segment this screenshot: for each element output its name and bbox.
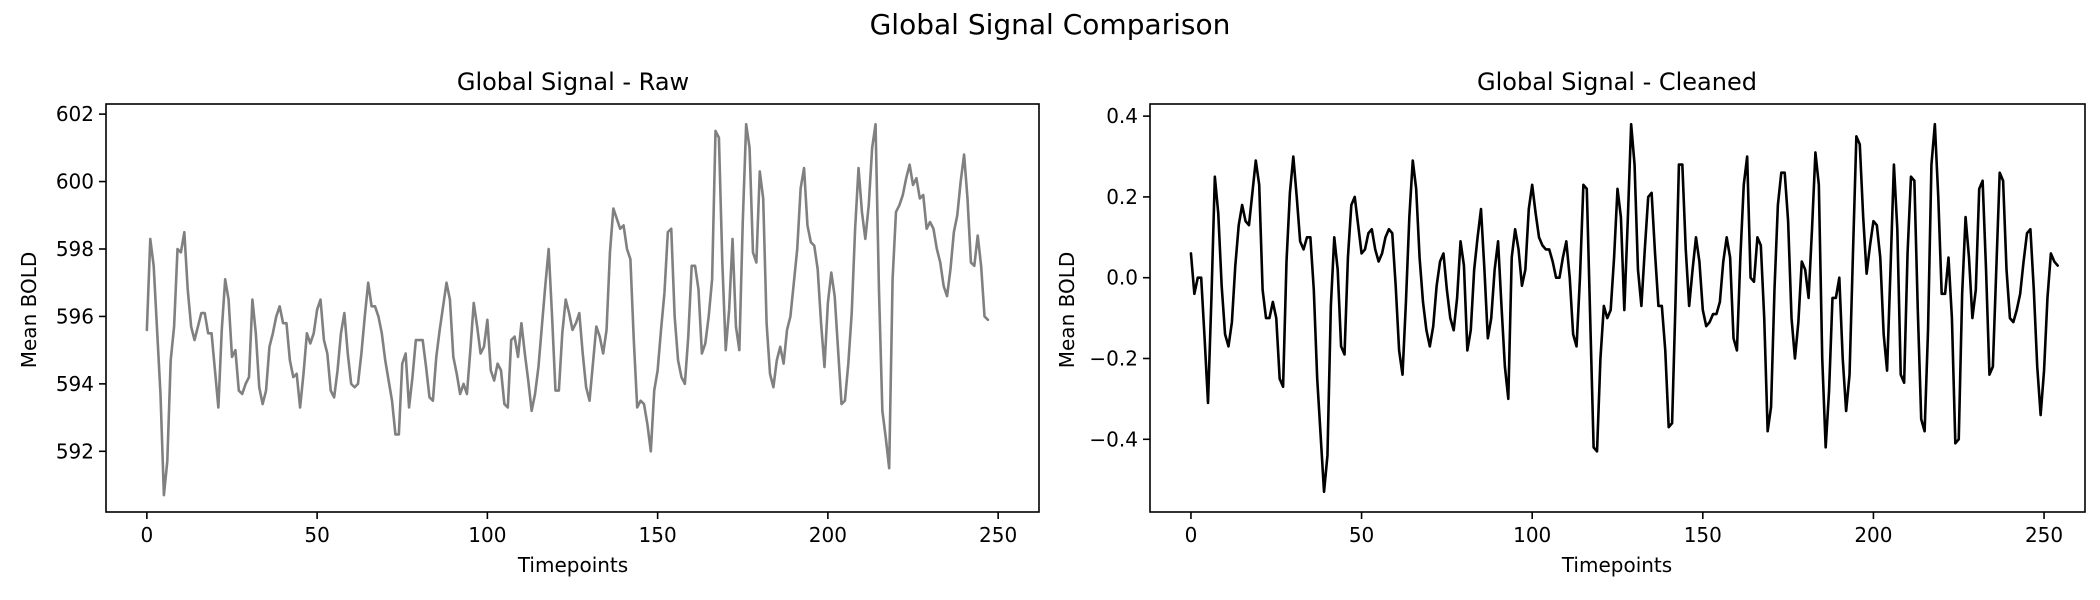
cleaned-x-tick-label: 0	[1185, 523, 1198, 547]
cleaned-x-axis-label: Timepoints	[1561, 553, 1672, 577]
raw-y-tick-label: 596	[56, 304, 94, 328]
raw-x-tick-label: 50	[304, 523, 329, 547]
cleaned-y-tick-label: 0.2	[1106, 185, 1138, 209]
cleaned-x-tick-label: 50	[1349, 523, 1374, 547]
cleaned-series-line	[1189, 122, 2059, 494]
raw-x-tick-label: 0	[140, 523, 153, 547]
raw-chart-title: Global Signal - Raw	[457, 68, 689, 96]
cleaned-chart-title: Global Signal - Cleaned	[1477, 68, 1757, 96]
cleaned-y-axis-label: Mean BOLD	[1055, 252, 1079, 369]
raw-x-tick-label: 250	[979, 523, 1017, 547]
raw-y-axis-label: Mean BOLD	[17, 252, 41, 369]
raw-series-line	[145, 122, 990, 497]
raw-y-tick-label: 600	[56, 170, 94, 194]
raw-x-tick-label: 100	[468, 523, 506, 547]
cleaned-panel: Global Signal - Cleaned 0 50 100 150 200 250 −…	[1055, 68, 2086, 577]
cleaned-plot-frame	[1149, 103, 2086, 513]
figure-title: Global Signal Comparison	[870, 8, 1231, 41]
cleaned-x-tick-label: 150	[1684, 523, 1722, 547]
raw-x-tick-label: 200	[809, 523, 847, 547]
raw-y-tick-label: 594	[56, 372, 94, 396]
cleaned-plot: 0 50 100 150 200 250 −0.4 −0.2 0.0 0.2 0.4	[1089, 103, 2086, 547]
cleaned-x-tick-label: 250	[2025, 523, 2063, 547]
raw-y-tick-label: 602	[56, 102, 94, 126]
raw-panel: Global Signal - Raw 0 50 100 150 200 250 592 59…	[17, 68, 1040, 577]
raw-y-tick-label: 598	[56, 237, 94, 261]
raw-plot: 0 50 100 150 200 250 592 594 596 598 600 602	[56, 102, 1040, 547]
cleaned-y-tick-label: −0.2	[1089, 346, 1138, 370]
cleaned-x-tick-label: 200	[1854, 523, 1892, 547]
raw-y-tick-label: 592	[56, 439, 94, 463]
cleaned-y-tick-label: 0.0	[1106, 266, 1138, 290]
raw-x-axis-label: Timepoints	[517, 553, 628, 577]
raw-plot-frame	[105, 103, 1040, 513]
cleaned-y-tick-label: −0.4	[1089, 427, 1138, 451]
raw-x-tick-label: 150	[639, 523, 677, 547]
cleaned-x-tick-label: 100	[1513, 523, 1551, 547]
cleaned-y-tick-label: 0.4	[1106, 104, 1138, 128]
